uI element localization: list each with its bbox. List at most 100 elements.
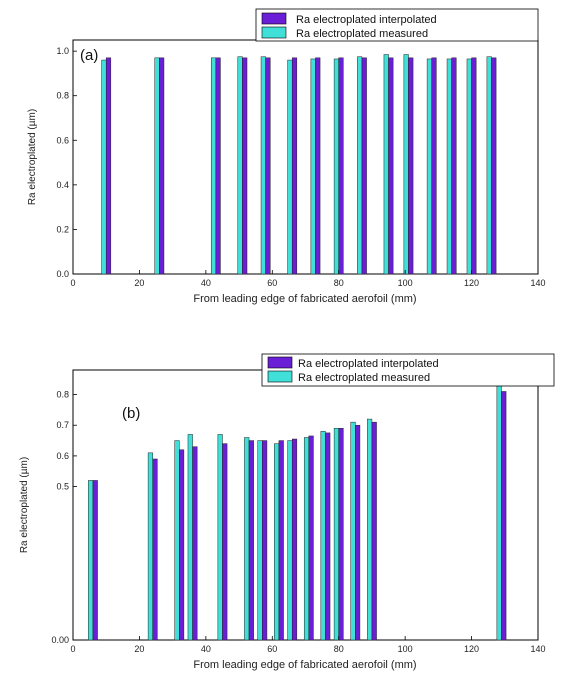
- bar-measured-b-1: [147, 452, 153, 641]
- bar-interpolated-b-13: [371, 421, 377, 641]
- legend-label-interpolated-a: Ra electroplated interpolated: [296, 14, 437, 26]
- bar-measured-a-2: [210, 57, 217, 275]
- legend-label-measured-b: Ra electroplated measured: [298, 372, 430, 384]
- bar-measured-b-11: [333, 428, 339, 641]
- legend-box-b: [261, 353, 555, 387]
- bars-a: [101, 54, 497, 275]
- y-tick-label-b-3: 0.7: [56, 420, 69, 430]
- bar-interpolated-b-5: [248, 440, 254, 641]
- y-tick-label-a-2: 0.4: [56, 180, 69, 190]
- legend-label-measured-a: Ra electroplated measured: [296, 28, 428, 40]
- x-tick-label-b-7: 140: [530, 644, 545, 654]
- bar-measured-b-4: [217, 434, 223, 641]
- bar-interpolated-b-10: [325, 432, 331, 641]
- bar-measured-b-7: [274, 443, 280, 641]
- bar-measured-a-11: [426, 58, 432, 275]
- legend-swatch-interpolated-b: [267, 356, 293, 369]
- bar-interpolated-a-10: [408, 57, 414, 275]
- bar-interpolated-b-11: [338, 428, 344, 641]
- bar-interpolated-b-9: [308, 435, 314, 641]
- bar-interpolated-b-0: [92, 480, 98, 641]
- bar-interpolated-b-12: [355, 424, 361, 641]
- x-tick-label-b-5: 100: [398, 644, 413, 654]
- bar-measured-a-5: [287, 59, 293, 275]
- legend-b: Ra electroplated interpolated Ra electro…: [261, 353, 555, 387]
- panel-label-b: (b): [122, 405, 140, 422]
- chart-b: 0 20 40 60 80 100 120 140 0.000.50.60.70.8 (b) …: [19, 353, 555, 671]
- bar-interpolated-b-8: [291, 438, 298, 641]
- bar-interpolated-a-6: [315, 57, 321, 275]
- bar-measured-a-6: [310, 58, 316, 275]
- bar-interpolated-a-1: [159, 57, 165, 275]
- y-ticks-a: 0.0 0.2 0.4 0.6 0.8 1.0: [56, 46, 77, 279]
- bar-measured-a-10: [403, 54, 409, 275]
- y-tick-label-b-4: 0.8: [56, 390, 69, 400]
- bar-measured-b-2: [174, 440, 180, 641]
- legend-swatch-measured-b: [267, 370, 293, 383]
- x-tick-label-a-7: 140: [530, 278, 545, 288]
- x-axis-label-b: From leading edge of fabricated aerofoil…: [193, 659, 416, 671]
- x-tick-label-a-5: 100: [398, 278, 413, 288]
- bar-interpolated-a-9: [388, 57, 394, 275]
- bar-interpolated-b-1: [152, 458, 158, 641]
- x-tick-label-b-0: 0: [70, 644, 75, 654]
- y-tick-label-b-1: 0.5: [56, 482, 69, 492]
- bar-measured-a-9: [383, 54, 389, 275]
- x-tick-label-b-2: 40: [201, 644, 211, 654]
- bar-interpolated-b-2: [179, 449, 185, 641]
- bar-measured-b-0: [88, 480, 94, 641]
- x-tick-label-a-0: 0: [70, 278, 75, 288]
- bar-measured-b-9: [303, 437, 310, 641]
- bar-measured-a-0: [101, 59, 107, 275]
- bar-interpolated-a-2: [215, 57, 221, 275]
- bar-interpolated-b-3: [192, 446, 198, 641]
- bar-measured-b-8: [287, 440, 293, 641]
- bar-measured-a-3: [237, 56, 243, 275]
- y-tick-label-b-0: 0.00: [51, 635, 69, 645]
- chart-a: 0 20 40 60 80 100 120 140 0.0 0.2 0.4 0.6 0.8 1.0 (a…: [27, 8, 546, 305]
- bar-measured-a-8: [357, 56, 363, 275]
- bar-measured-a-1: [154, 57, 160, 275]
- bar-measured-a-13: [466, 58, 472, 275]
- y-axis-label-a: Ra electroplated (µm): [27, 109, 38, 205]
- y-tick-label-a-3: 0.6: [56, 135, 69, 145]
- legend-label-interpolated-b: Ra electroplated interpolated: [298, 358, 439, 370]
- x-tick-label-a-4: 80: [334, 278, 344, 288]
- bar-interpolated-a-3: [242, 57, 248, 275]
- x-tick-label-a-6: 120: [464, 278, 479, 288]
- legend-swatch-interpolated-a: [261, 12, 287, 25]
- bar-measured-b-13: [367, 418, 373, 641]
- panel-label-a: (a): [80, 47, 98, 64]
- bar-interpolated-b-4: [222, 443, 228, 641]
- x-axis-label-a: From leading edge of fabricated aerofoil…: [193, 293, 416, 305]
- y-tick-label-a-0: 0.0: [56, 269, 69, 279]
- bar-interpolated-b-6: [262, 440, 268, 641]
- x-tick-label-b-1: 20: [134, 644, 144, 654]
- y-tick-label-a-5: 1.0: [56, 46, 69, 56]
- bar-measured-a-7: [333, 58, 339, 275]
- bars-b: [88, 385, 507, 641]
- bar-measured-b-3: [187, 434, 193, 641]
- bar-measured-b-14: [496, 385, 502, 641]
- x-ticks-b: 0 20 40 60 80 100 120 140: [70, 636, 546, 654]
- y-ticks-b: 0.00 0.5 0.6 0.7 0.8: [51, 390, 77, 645]
- bar-measured-b-12: [350, 421, 356, 641]
- x-tick-label-a-1: 20: [134, 278, 144, 288]
- bar-measured-b-5: [244, 437, 250, 641]
- bar-interpolated-b-7: [278, 440, 284, 641]
- legend-a: Ra electroplated interpolated Ra electro…: [255, 8, 539, 42]
- y-tick-label-a-4: 0.8: [56, 91, 69, 101]
- y-tick-label-a-1: 0.2: [56, 224, 69, 234]
- bar-interpolated-a-11: [431, 57, 437, 275]
- bar-measured-b-6: [257, 440, 263, 641]
- bar-measured-a-12: [446, 58, 452, 275]
- bar-interpolated-a-7: [338, 57, 344, 275]
- legend-box-a: [255, 8, 539, 42]
- bar-measured-a-4: [260, 56, 266, 275]
- bar-interpolated-a-4: [265, 57, 271, 275]
- y-axis-label-b: Ra electroplated (µm): [19, 457, 30, 553]
- bar-interpolated-a-5: [291, 57, 298, 275]
- legend-swatch-measured-a: [261, 26, 287, 39]
- x-tick-label-a-2: 40: [201, 278, 211, 288]
